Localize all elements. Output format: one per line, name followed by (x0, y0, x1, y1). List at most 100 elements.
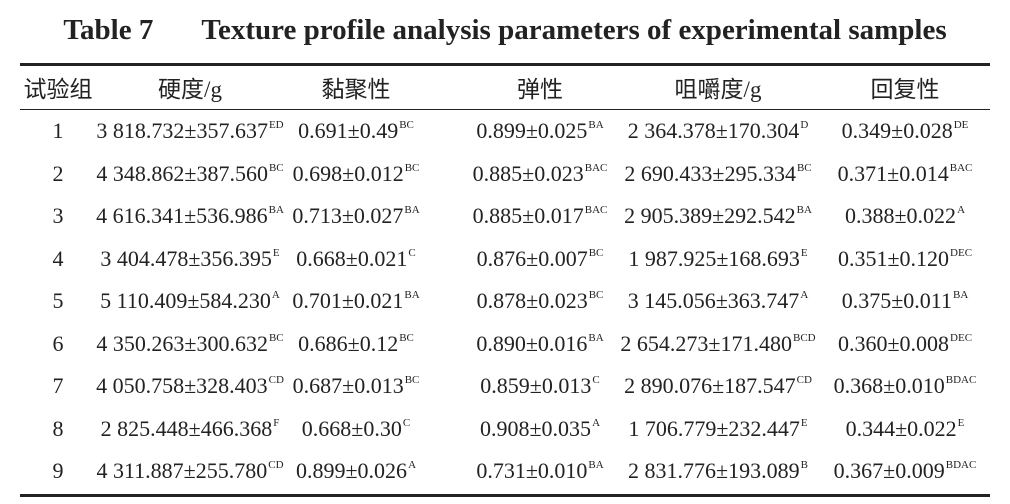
cell-value: 1 987.925±168.693 (628, 245, 800, 271)
cell-value: 2 890.076±187.547 (624, 373, 796, 398)
column-header: 黏聚性 (321, 77, 391, 102)
cell-value: 2 364.378±170.304 (627, 118, 800, 143)
table-caption: Table 7 Texture profile analysis paramete… (0, 14, 1010, 47)
group-cell: 2 (52, 160, 64, 186)
cell-value: 0.878±0.023 (476, 288, 588, 313)
data-cell: 2 654.273±171.480BCD (620, 331, 815, 357)
data-cell: 0.368±0.010BDAC (834, 373, 977, 399)
data-cell: 2 905.389±292.542BA (624, 203, 812, 229)
column-header: 试验组 (23, 77, 93, 102)
cell-value: 0.876±0.007 (476, 245, 588, 271)
significance-letters: CD (796, 374, 812, 386)
cell-value: 0.367±0.009 (833, 458, 945, 483)
cell-value: 0.701±0.021 (292, 288, 404, 313)
cell-value: 0.360±0.008 (837, 330, 950, 356)
cell-value: 3 145.056±363.747 (627, 288, 800, 313)
cell-value: 3 818.732±357.637 (96, 118, 268, 143)
cell-value: 0.899±0.026 (295, 458, 408, 483)
significance-letters: BA (268, 204, 284, 216)
data-cell: 0.691±0.49BC (298, 118, 414, 144)
data-cell: 0.878±0.023BC (477, 288, 604, 314)
data-cell: 0.876±0.007BC (477, 246, 604, 272)
data-cell: 2 364.378±170.304D (628, 118, 809, 144)
data-cell: 5 110.409±584.230A (100, 288, 280, 314)
table-label: Table 7 (63, 14, 154, 46)
cell-value: 0.344±0.022 (845, 415, 957, 441)
data-cell: 0.899±0.025BA (476, 118, 603, 144)
data-cell: 2 825.448±466.368F (101, 416, 280, 442)
significance-letters: A (592, 416, 601, 429)
significance-letters: C (592, 374, 600, 386)
significance-letters: E (800, 416, 808, 429)
cell-value: 4 050.758±328.403 (96, 373, 268, 398)
data-cell: 0.899±0.026A (296, 458, 416, 484)
significance-letters: BDAC (945, 374, 977, 386)
significance-letters: BAC (584, 161, 608, 174)
data-cell: 4 311.887±255.780CD (96, 458, 283, 484)
data-cell: 0.885±0.017BAC (473, 203, 608, 229)
data-cell: 3 404.478±356.395E (100, 246, 279, 272)
data-cell: 0.367±0.009BDAC (834, 458, 977, 484)
significance-letters: BA (588, 119, 604, 131)
significance-letters: BC (404, 374, 420, 386)
cell-value: 2 690.433±295.334 (624, 160, 796, 186)
significance-letters: BC (404, 161, 420, 174)
cell-value: 0.885±0.017 (472, 203, 584, 228)
significance-letters: BC (268, 161, 284, 174)
group-cell: 3 (52, 203, 64, 228)
significance-letters: BA (588, 459, 604, 471)
significance-letters: ED (268, 119, 284, 131)
table-title: Texture profile analysis parameters of e… (201, 14, 947, 46)
significance-letters: A (800, 289, 809, 301)
significance-letters: BC (796, 161, 812, 174)
cell-value: 3 404.478±356.395 (100, 245, 272, 271)
cell-value: 5 110.409±584.230 (100, 288, 271, 313)
cell-value: 2 905.389±292.542 (624, 203, 796, 228)
significance-letters: C (402, 416, 411, 429)
significance-letters: B (800, 459, 808, 471)
data-cell: 2 831.776±193.089B (628, 458, 808, 484)
column-header: 硬度/g (158, 77, 222, 102)
significance-letters: D (800, 119, 809, 131)
data-cell: 0.701±0.021BA (292, 288, 419, 314)
cell-value: 0.687±0.013 (292, 373, 404, 398)
data-cell: 0.686±0.12BC (298, 331, 414, 357)
cell-value: 4 311.887±255.780 (96, 458, 268, 483)
cell-value: 0.349±0.028 (841, 118, 953, 143)
significance-letters: BC (588, 289, 604, 301)
significance-letters: BDAC (945, 459, 977, 471)
data-cell: 0.668±0.021C (296, 246, 415, 272)
data-cell: 0.344±0.022E (846, 416, 965, 442)
data-cell: 4 616.341±536.986BA (96, 203, 284, 229)
cell-value: 0.859±0.013 (480, 373, 592, 398)
cell-value: 0.351±0.120 (837, 245, 950, 271)
cell-value: 0.899±0.025 (476, 118, 588, 143)
data-cell: 0.687±0.013BC (293, 373, 420, 399)
group-cell: 7 (52, 373, 64, 398)
data-cell: 1 706.779±232.447E (628, 416, 807, 442)
data-cell: 4 050.758±328.403CD (96, 373, 284, 399)
cell-value: 0.375±0.011 (841, 288, 952, 313)
data-cell: 2 890.076±187.547CD (624, 373, 812, 399)
significance-letters: BCD (792, 331, 816, 344)
significance-letters: E (800, 246, 808, 259)
data-cell: 0.375±0.011BA (842, 288, 969, 314)
significance-letters: BA (404, 289, 420, 301)
bottom-rule (20, 494, 990, 497)
cell-value: 0.371±0.014 (837, 160, 949, 186)
significance-letters: BC (268, 331, 284, 344)
significance-letters: DE (953, 119, 969, 131)
cell-value: 0.890±0.016 (476, 330, 588, 356)
cell-value: 0.668±0.30 (301, 415, 402, 441)
column-header: 咀嚼度/g (674, 77, 762, 102)
data-cell: 1 987.925±168.693E (628, 246, 807, 272)
cell-value: 0.713±0.027 (292, 203, 404, 228)
data-cell: 0.698±0.012BC (293, 161, 420, 187)
column-header: 回复性 (870, 77, 940, 102)
cell-value: 0.908±0.035 (479, 415, 592, 441)
significance-letters: CD (268, 374, 284, 386)
data-cell: 0.668±0.30C (302, 416, 410, 442)
data-cell: 4 348.862±387.560BC (96, 161, 283, 187)
cell-value: 0.686±0.12 (298, 330, 399, 356)
data-cell: 0.388±0.022A (845, 203, 965, 229)
